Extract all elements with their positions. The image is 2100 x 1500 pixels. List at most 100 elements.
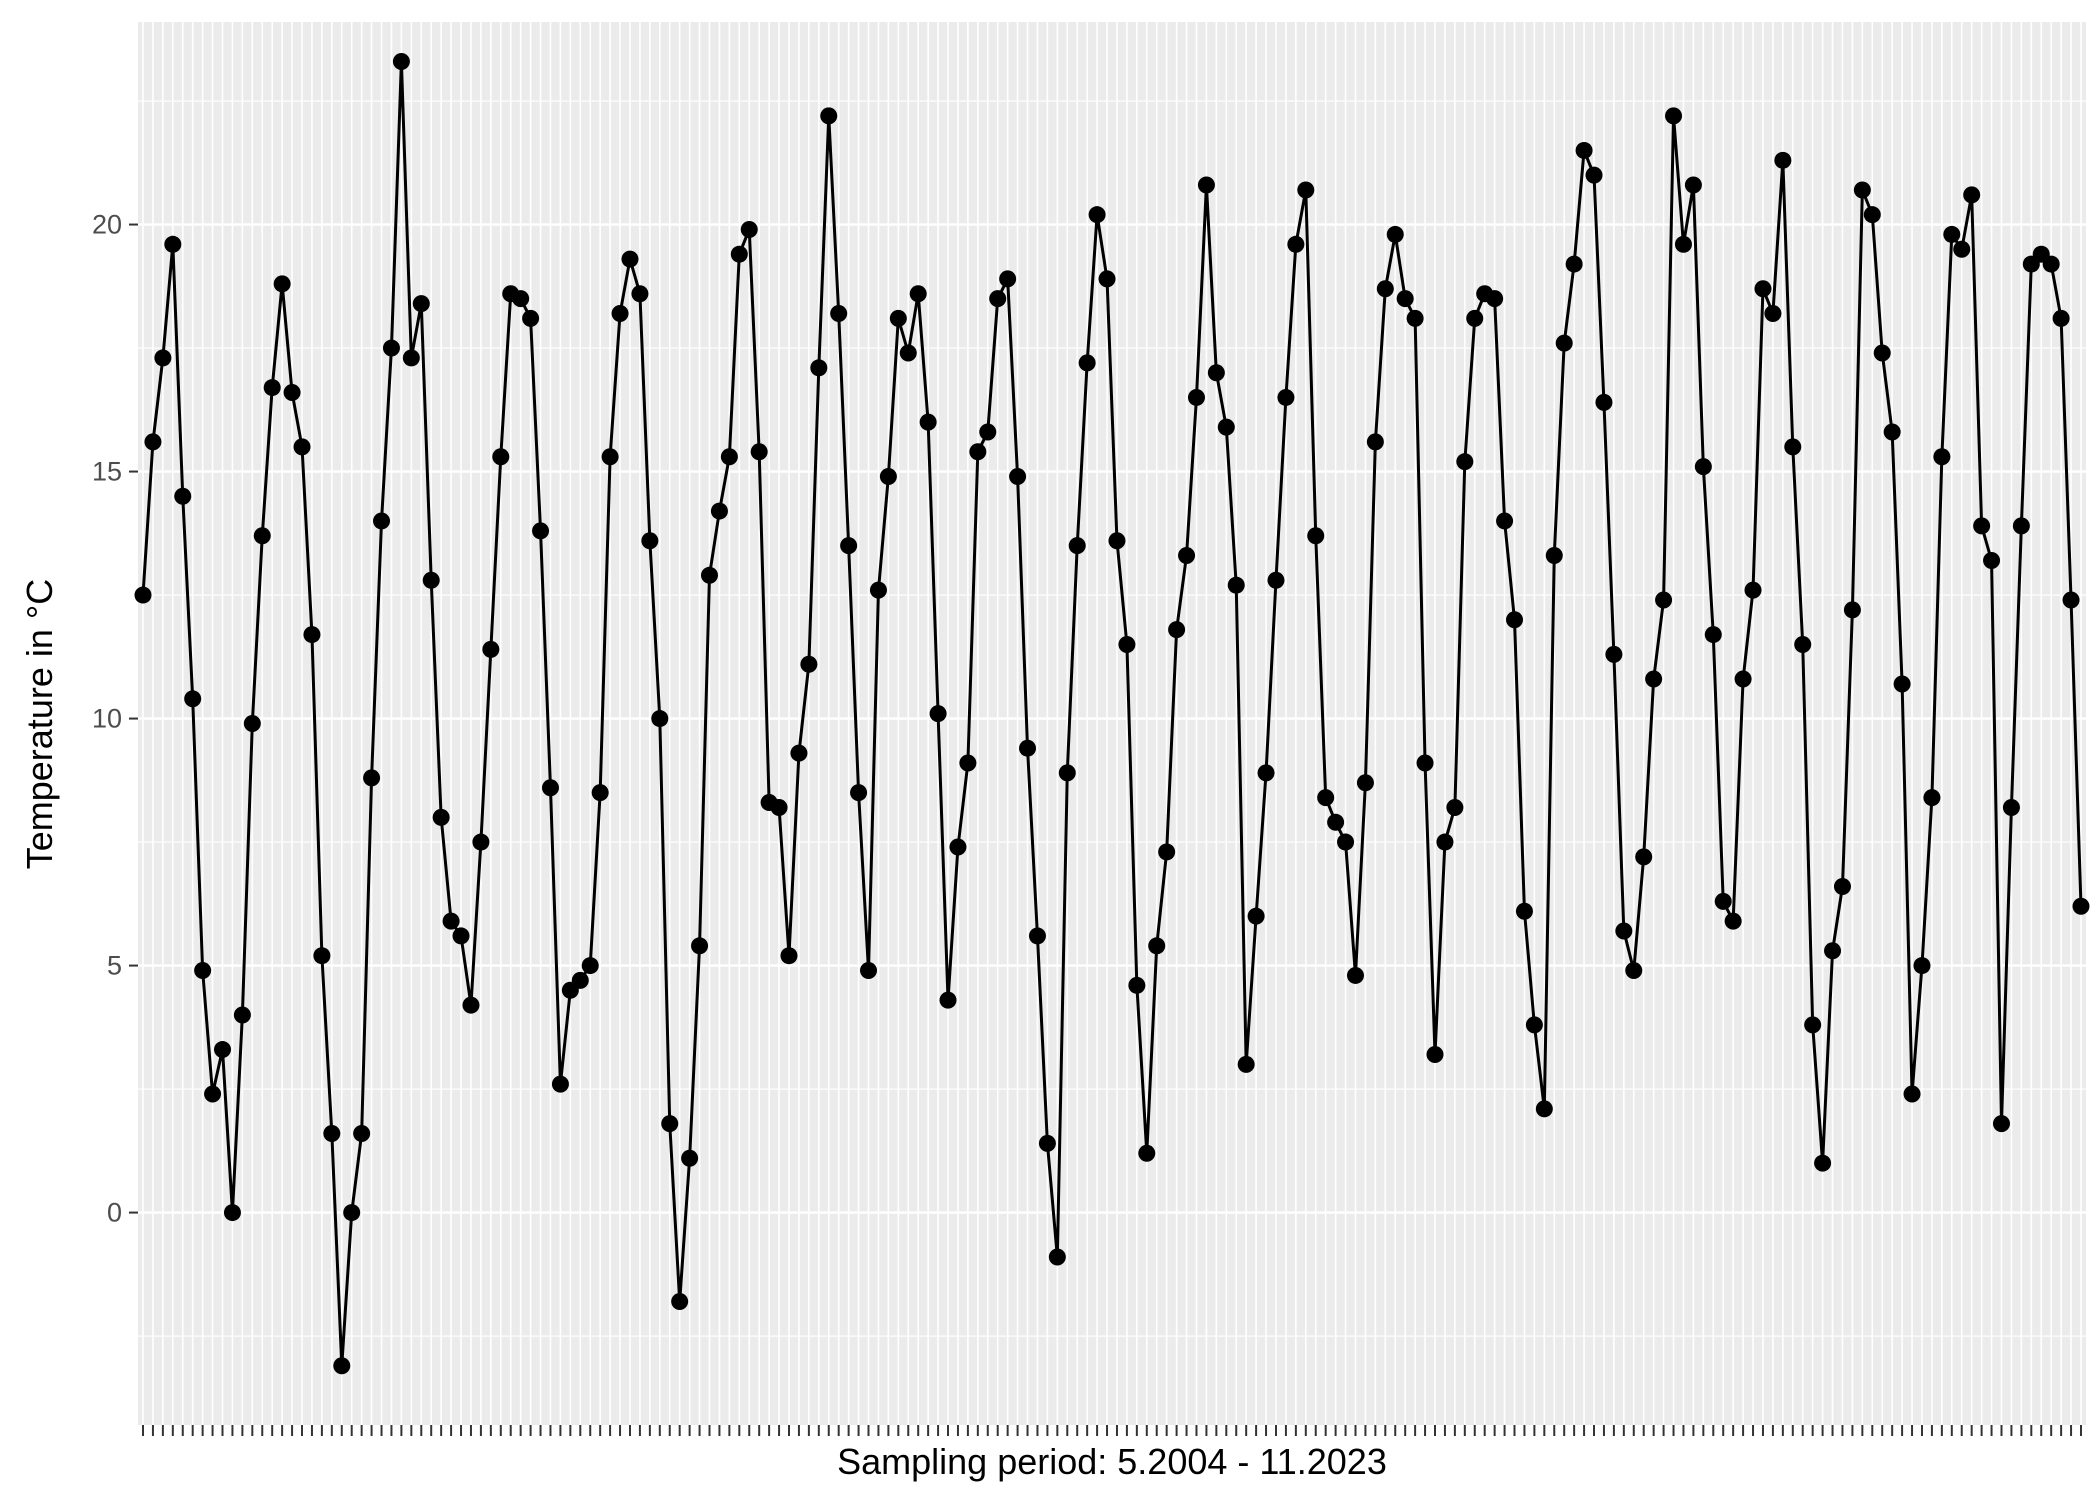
- data-point: [571, 971, 589, 989]
- data-point: [1247, 907, 1265, 925]
- data-point: [1237, 1055, 1255, 1073]
- data-point: [1605, 645, 1623, 663]
- data-point: [283, 384, 301, 402]
- data-point: [1168, 621, 1186, 639]
- y-tick-label: 20: [92, 210, 122, 240]
- data-point: [1277, 388, 1295, 406]
- data-point: [1724, 912, 1742, 930]
- data-point: [1178, 547, 1196, 565]
- y-tick-label: 0: [107, 1198, 122, 1228]
- data-point: [1973, 517, 1991, 535]
- data-point: [1824, 942, 1842, 960]
- data-point: [1128, 976, 1146, 994]
- data-point: [740, 220, 758, 238]
- data-point: [442, 912, 460, 930]
- data-point: [661, 1115, 679, 1133]
- data-point: [1456, 453, 1474, 471]
- data-point: [154, 349, 172, 367]
- data-point: [293, 438, 311, 456]
- data-point: [1992, 1115, 2010, 1133]
- data-point: [959, 754, 977, 772]
- y-axis-title: Temperature in °C: [19, 579, 60, 870]
- data-point: [402, 349, 420, 367]
- data-point: [472, 833, 490, 851]
- data-point: [1674, 235, 1692, 253]
- data-point: [1287, 235, 1305, 253]
- data-point: [1784, 438, 1802, 456]
- data-point: [1088, 206, 1106, 224]
- data-point: [929, 705, 947, 723]
- data-point: [1585, 166, 1603, 184]
- data-point: [1665, 107, 1683, 125]
- data-point: [1963, 186, 1981, 204]
- data-point: [949, 838, 967, 856]
- data-point: [1436, 833, 1454, 851]
- data-point: [1734, 670, 1752, 688]
- y-tick-label: 10: [92, 704, 122, 734]
- plot-panel: [138, 22, 2086, 1425]
- data-point: [1615, 922, 1633, 940]
- data-point: [969, 443, 987, 461]
- data-point: [1635, 848, 1653, 866]
- data-point: [879, 467, 897, 485]
- data-point: [303, 626, 321, 644]
- data-point: [512, 290, 530, 308]
- data-point: [1267, 571, 1285, 589]
- data-point: [641, 532, 659, 550]
- data-point: [243, 715, 261, 732]
- data-point: [1575, 141, 1593, 159]
- data-point: [2012, 517, 2030, 535]
- data-point: [581, 957, 599, 975]
- data-point: [1068, 537, 1086, 555]
- data-point: [313, 947, 331, 965]
- data-point: [1416, 754, 1434, 772]
- data-point: [1873, 344, 1891, 362]
- data-point: [482, 640, 500, 658]
- data-point: [1317, 789, 1335, 807]
- data-point: [800, 655, 818, 673]
- y-tick-label: 5: [107, 951, 122, 981]
- data-point: [820, 107, 838, 125]
- data-point: [1794, 635, 1812, 653]
- data-point: [363, 769, 381, 787]
- data-point: [1923, 789, 1941, 807]
- data-point: [601, 448, 619, 466]
- data-point: [999, 270, 1017, 288]
- data-point: [1376, 280, 1394, 298]
- data-point: [373, 512, 391, 530]
- data-point: [1983, 551, 2001, 569]
- data-point: [184, 690, 202, 708]
- major-grid: [138, 22, 2086, 1425]
- data-point: [1714, 892, 1732, 910]
- data-point: [1138, 1144, 1156, 1162]
- data-point: [720, 448, 738, 466]
- data-point: [1555, 334, 1573, 352]
- data-point: [462, 996, 480, 1014]
- data-point: [1704, 626, 1722, 644]
- data-point: [1019, 739, 1037, 757]
- data-point: [691, 937, 709, 955]
- data-points: [134, 53, 2090, 1375]
- data-point: [2052, 309, 2070, 327]
- minor-grid: [138, 100, 2086, 1337]
- data-point: [164, 235, 182, 253]
- data-point: [323, 1125, 341, 1143]
- series-line: [141, 60, 2083, 1368]
- data-point: [671, 1293, 689, 1310]
- y-axis: 0 5 10 15 20: [92, 210, 138, 1228]
- data-point: [1118, 635, 1136, 653]
- data-point: [1078, 354, 1096, 372]
- data-point: [1327, 813, 1345, 831]
- data-point: [522, 309, 540, 327]
- data-point: [134, 586, 152, 604]
- data-point: [1655, 591, 1673, 609]
- data-point: [1645, 670, 1663, 688]
- data-point: [1227, 576, 1245, 594]
- data-point: [869, 581, 887, 599]
- data-point: [909, 285, 927, 303]
- data-point: [1108, 532, 1126, 550]
- data-point: [541, 779, 559, 797]
- data-point: [1446, 798, 1464, 816]
- data-point: [899, 344, 917, 362]
- data-point: [1048, 1248, 1066, 1266]
